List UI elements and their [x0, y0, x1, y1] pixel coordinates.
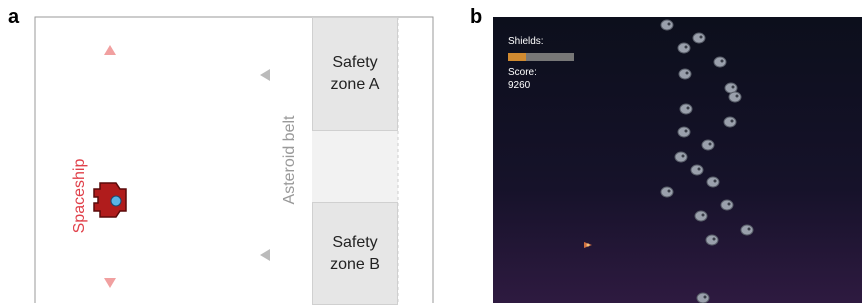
game-screen	[493, 17, 862, 303]
panel-label: b	[470, 6, 482, 29]
page: a b Spaceship Asteroid belt Safety zone …	[0, 0, 862, 303]
asteroid	[724, 117, 736, 127]
asteroid	[661, 20, 673, 30]
score-label: Score:	[508, 67, 537, 78]
score-value: 9260	[508, 80, 530, 91]
arrow-down	[104, 278, 116, 288]
asteroid	[678, 127, 690, 137]
spaceship-icon	[94, 183, 126, 217]
asteroid	[725, 83, 737, 93]
asteroid	[741, 225, 753, 235]
asteroid	[691, 165, 703, 175]
asteroid	[702, 140, 714, 150]
safety-zone: Safety zone A	[312, 17, 398, 131]
belt-gap	[312, 130, 398, 202]
asteroid	[721, 200, 733, 210]
spaceship-label: Spaceship	[71, 159, 88, 234]
asteroid	[678, 43, 690, 53]
asteroid	[697, 293, 709, 303]
arrow-up	[104, 45, 116, 55]
arrow-left	[260, 249, 270, 261]
asteroid	[695, 211, 707, 221]
asteroid	[707, 177, 719, 187]
arrow-left	[260, 69, 270, 81]
asteroid	[675, 152, 687, 162]
asteroid	[679, 69, 691, 79]
asteroid	[693, 33, 705, 43]
belt-label: Asteroid belt	[281, 115, 298, 204]
asteroid	[729, 92, 741, 102]
shield-fill	[508, 53, 526, 61]
asteroid	[661, 187, 673, 197]
asteroid	[706, 235, 718, 245]
zone-label: Safety zone A	[325, 52, 385, 96]
shields-label: Shields:	[508, 36, 544, 47]
zone-label: Safety zone B	[325, 232, 385, 276]
safety-zone: Safety zone B	[312, 202, 398, 305]
asteroid	[680, 104, 692, 114]
asteroid	[714, 57, 726, 67]
